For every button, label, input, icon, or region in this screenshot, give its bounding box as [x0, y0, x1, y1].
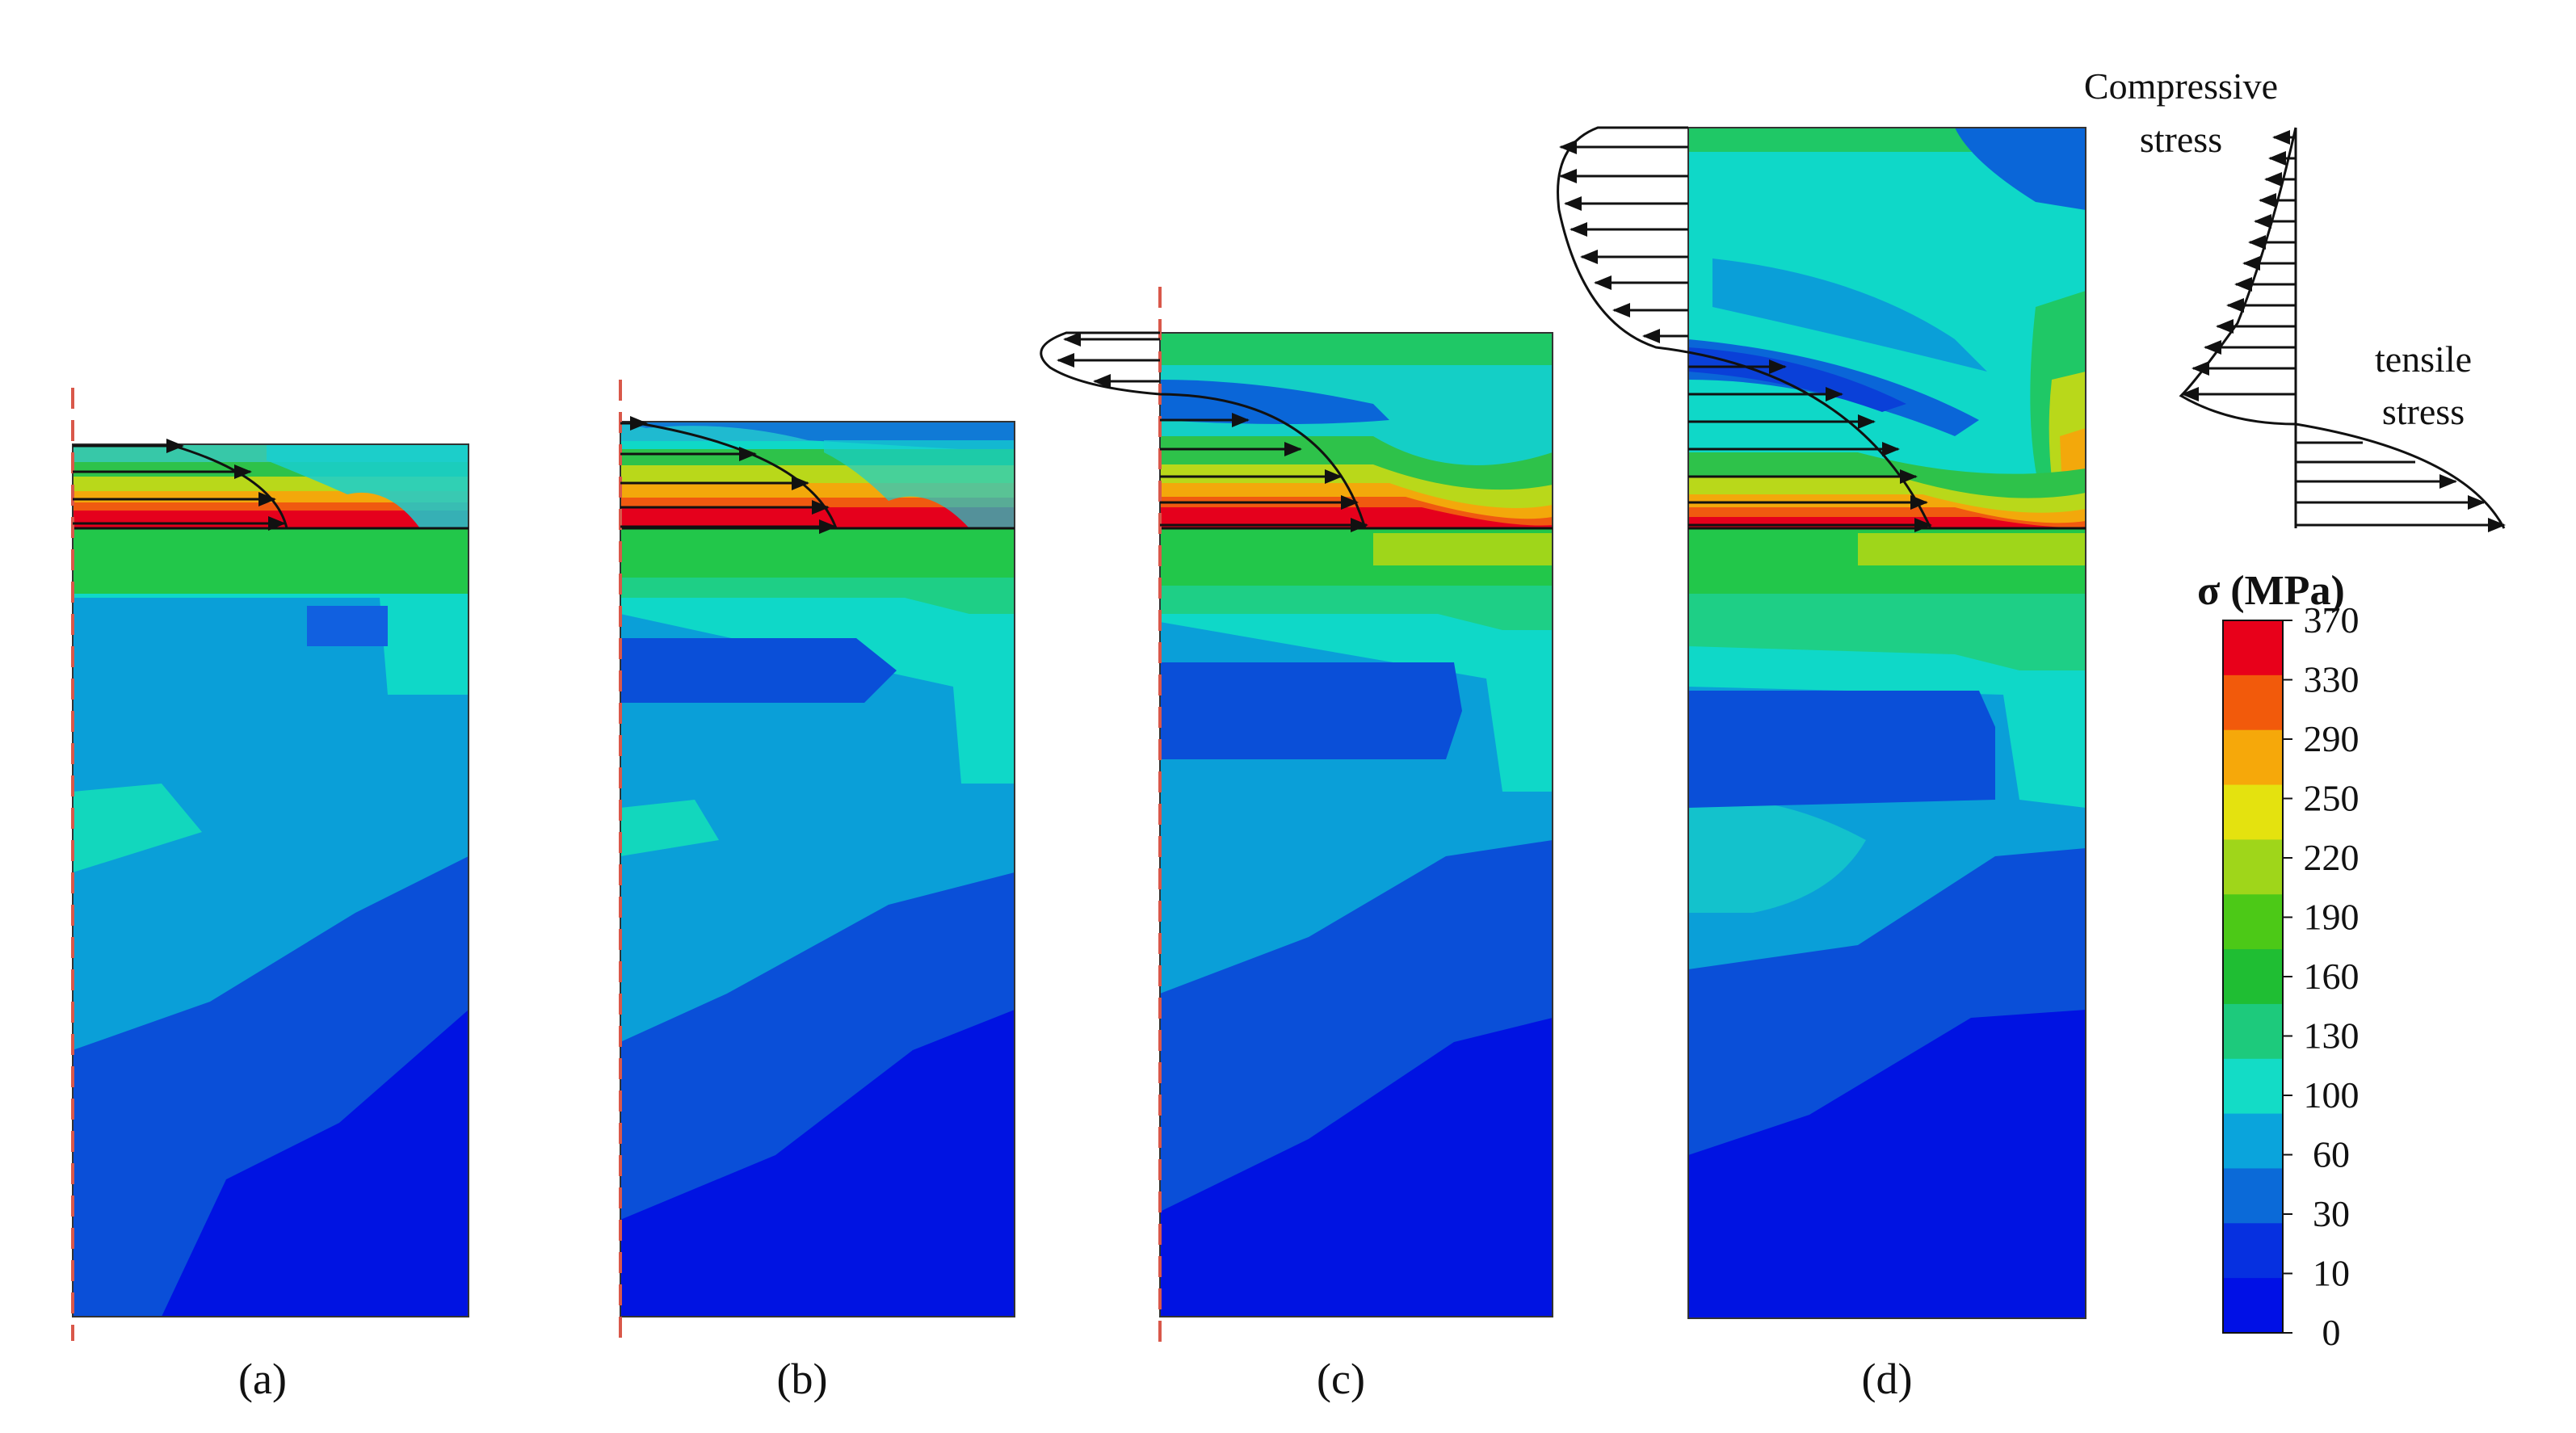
colorbar-swatch — [2223, 894, 2283, 950]
colorbar-swatch — [2223, 1058, 2283, 1115]
colorbar-tick-label: 370 — [2304, 599, 2360, 641]
colorbar-swatch — [2223, 839, 2283, 895]
panel-a-stress-profile — [73, 439, 288, 531]
colorbar-swatch — [2223, 1168, 2283, 1224]
colorbar-tick-label: 250 — [2304, 778, 2360, 819]
colorbar-tick-label: 30 — [2313, 1193, 2350, 1234]
colorbar-tick-label: 220 — [2304, 837, 2360, 878]
colorbar-tick-label: 190 — [2304, 897, 2360, 938]
colorbar-swatch — [2223, 620, 2283, 676]
colorbar-title: σ (MPa) — [2197, 568, 2345, 614]
colorbar-swatch — [2223, 1223, 2283, 1279]
colorbar-swatch — [2223, 1003, 2283, 1060]
legend-profile-schematic — [2179, 127, 2506, 532]
compressive-stress-label-line1: Compressive — [2084, 65, 2278, 107]
colorbar-swatch — [2223, 729, 2283, 786]
colorbar-tick-label: 60 — [2313, 1134, 2350, 1175]
colorbar-tick-label: 100 — [2304, 1074, 2360, 1116]
panel-a-contour — [72, 443, 469, 1317]
colorbar: σ (MPa) 37033029025022019016013010060301… — [2197, 568, 2360, 1353]
colorbar-tick-label: 290 — [2304, 718, 2360, 759]
panel-d-stress-profile — [1557, 126, 1932, 532]
panel-c-contour — [1159, 332, 1553, 1317]
panel-label-a: (a) — [238, 1355, 287, 1403]
colorbar-swatch — [2223, 949, 2283, 1005]
colorbar-swatches — [2222, 620, 2284, 1334]
colorbar-tick-label: 0 — [2322, 1312, 2341, 1353]
colorbar-swatch — [2223, 1113, 2283, 1169]
colorbar-tick-label: 130 — [2304, 1015, 2360, 1057]
panel-b-stress-profile — [620, 416, 838, 534]
tensile-stress-label-line2: stress — [2382, 391, 2465, 432]
stress-profile-legend: Compressive stress tensile stress — [2084, 65, 2506, 532]
panel-a: (a) — [71, 388, 469, 1403]
colorbar-tick-label: 330 — [2304, 659, 2360, 700]
panel-label-c: (c) — [1317, 1355, 1365, 1403]
panel-b: (b) — [619, 380, 1015, 1403]
tensile-stress-label-line1: tensile — [2375, 338, 2472, 380]
panel-label-b: (b) — [777, 1355, 828, 1403]
panel-c: (c) — [1040, 287, 1553, 1403]
panel-d: (d) — [1557, 126, 2086, 1403]
colorbar-swatch — [2223, 674, 2283, 731]
colorbar-swatch — [2223, 784, 2283, 840]
panel-c-stress-profile — [1040, 331, 1368, 532]
compressive-stress-label-line2: stress — [2140, 119, 2222, 160]
colorbar-swatch — [2223, 1278, 2283, 1334]
panel-b-contour — [620, 421, 1015, 1317]
colorbar-tick-label: 160 — [2304, 956, 2360, 997]
panel-d-contour — [1687, 127, 2086, 1319]
colorbar-tick-label: 10 — [2313, 1253, 2350, 1294]
panel-label-d: (d) — [1862, 1355, 1913, 1403]
